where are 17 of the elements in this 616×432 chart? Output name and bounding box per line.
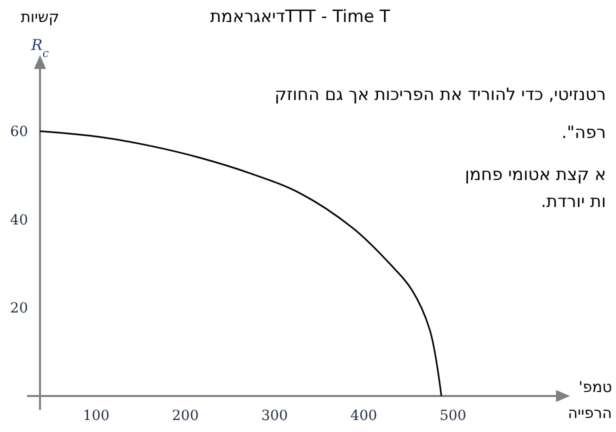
- y-tick-label: 40: [10, 212, 28, 228]
- text: R$_{c}$: [30, 36, 50, 60]
- x-tick-label: 400: [350, 408, 378, 424]
- x-tick-label: 100: [82, 408, 110, 424]
- text: רפה".: [561, 123, 606, 143]
- y-axis-title: קשיות: [20, 8, 60, 26]
- x-tick-label: 200: [172, 408, 199, 424]
- x-tick-label: 300: [261, 408, 288, 424]
- y-tick-label: 20: [10, 300, 28, 317]
- y-tick-label: 60: [10, 124, 28, 140]
- annotation: רטנזיטי, כדי להוריד את הפריכות אך גם החוזק: [274, 85, 606, 105]
- annotation: א קצת אטומי פחמן: [464, 165, 606, 185]
- x-axis-title: טמפ' הרפייה: [568, 378, 612, 422]
- x-tick-label: 500: [440, 408, 466, 424]
- annotation: ות יורדת.: [540, 192, 606, 212]
- line-series: [39, 130, 442, 397]
- chart-title: דיאגראמתTTT - Time T: [210, 7, 391, 27]
